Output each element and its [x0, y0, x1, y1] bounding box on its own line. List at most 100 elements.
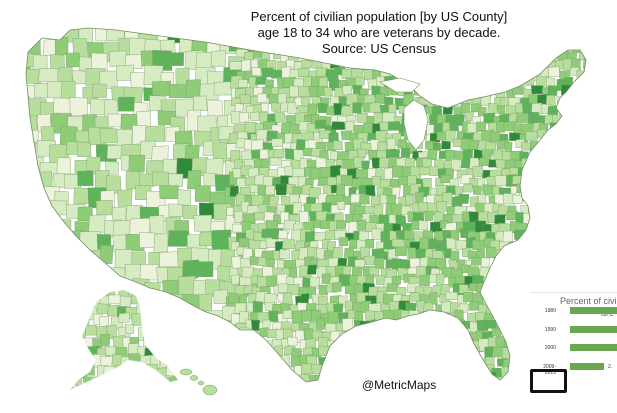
county-cell — [503, 267, 515, 281]
county-cell — [378, 358, 391, 368]
county-cell — [561, 159, 572, 172]
county-cell — [177, 189, 192, 206]
county-cell — [560, 84, 574, 96]
county-cell — [26, 188, 30, 207]
county-cell — [188, 309, 206, 327]
county-cell — [578, 140, 586, 152]
county-cell — [373, 347, 384, 356]
county-cell — [426, 339, 438, 351]
county-cell — [161, 314, 176, 329]
county-cell — [77, 170, 94, 187]
county-cell — [501, 255, 514, 265]
county-cell — [496, 264, 506, 275]
county-cell — [42, 221, 58, 238]
county-cell — [460, 338, 473, 349]
county-cell — [451, 356, 463, 369]
county-cell — [532, 268, 545, 278]
county-cell — [445, 291, 458, 300]
county-cell — [250, 345, 263, 357]
county-cell — [409, 292, 420, 302]
county-cell — [545, 201, 556, 214]
county-cell — [544, 259, 555, 271]
county-cell — [460, 66, 470, 76]
county-cell — [283, 259, 296, 269]
decade-inset-chart: Percent of civilia are 1980 1990 2000 20… — [530, 292, 617, 413]
county-cell — [535, 75, 548, 87]
county-cell — [531, 229, 542, 243]
county-cell — [362, 122, 373, 134]
county-cell — [538, 255, 548, 268]
county-cell — [371, 228, 382, 240]
county-cell — [587, 160, 597, 173]
county-cell — [109, 50, 127, 67]
county-cell — [560, 274, 573, 285]
county-cell — [469, 70, 481, 80]
county-cell — [555, 220, 570, 234]
county-cell — [455, 383, 467, 394]
county-cell — [210, 50, 226, 67]
county-cell — [407, 175, 417, 185]
county-cell — [301, 363, 313, 375]
county-cell — [583, 39, 586, 52]
county-cell — [233, 354, 244, 366]
county-cell — [570, 86, 581, 99]
county-cell — [365, 327, 376, 340]
county-cell — [70, 326, 78, 339]
county-cell — [430, 78, 439, 90]
county-cell — [456, 76, 467, 88]
county-cell — [493, 376, 505, 382]
county-cell — [76, 290, 98, 308]
county-cell — [4, 24, 18, 39]
county-cell — [587, 194, 599, 204]
county-cell — [29, 336, 44, 354]
county-cell — [583, 130, 586, 143]
county-cell — [279, 248, 290, 259]
county-cell — [230, 110, 241, 124]
county-cell — [60, 357, 69, 370]
county-cell — [56, 327, 65, 339]
inset-year-label: 1990 — [544, 327, 556, 333]
county-cell — [376, 141, 388, 152]
county-cell — [307, 103, 318, 116]
county-cell — [193, 214, 213, 232]
county-cell — [581, 186, 586, 196]
county-cell — [569, 195, 579, 206]
county-cell — [312, 58, 324, 69]
county-cell — [336, 338, 349, 348]
county-cell — [26, 171, 40, 190]
county-cell — [144, 324, 158, 337]
county-cell — [432, 321, 446, 333]
county-cell — [502, 328, 511, 338]
county-cell — [573, 96, 586, 108]
inset-year-label: 2000 — [544, 345, 556, 351]
county-cell — [240, 386, 252, 397]
county-cell — [92, 83, 107, 98]
county-cell — [540, 177, 553, 190]
county-cell — [371, 357, 385, 367]
county-cell — [334, 357, 346, 368]
county-cell — [382, 348, 394, 361]
county-cell — [251, 66, 262, 76]
county-cell — [588, 33, 600, 41]
county-cell — [50, 230, 70, 247]
county-cell — [56, 157, 71, 176]
county-cell — [529, 238, 543, 248]
county-cell — [430, 311, 440, 323]
county-cell — [350, 338, 362, 350]
county-cell — [162, 295, 172, 306]
county-cell — [522, 212, 532, 225]
county-cell — [471, 78, 483, 88]
county-cell — [472, 185, 482, 195]
county-cell — [529, 276, 538, 288]
county-cell — [483, 112, 496, 124]
county-cell — [550, 249, 561, 262]
county-cell — [356, 329, 368, 340]
county-cell — [463, 79, 475, 91]
county-cell — [591, 25, 600, 34]
county-cell — [139, 173, 156, 187]
county-cell — [419, 237, 429, 250]
county-cell — [298, 373, 310, 382]
inset-bar — [570, 344, 617, 351]
county-cell — [228, 348, 242, 359]
county-cell — [547, 166, 560, 179]
